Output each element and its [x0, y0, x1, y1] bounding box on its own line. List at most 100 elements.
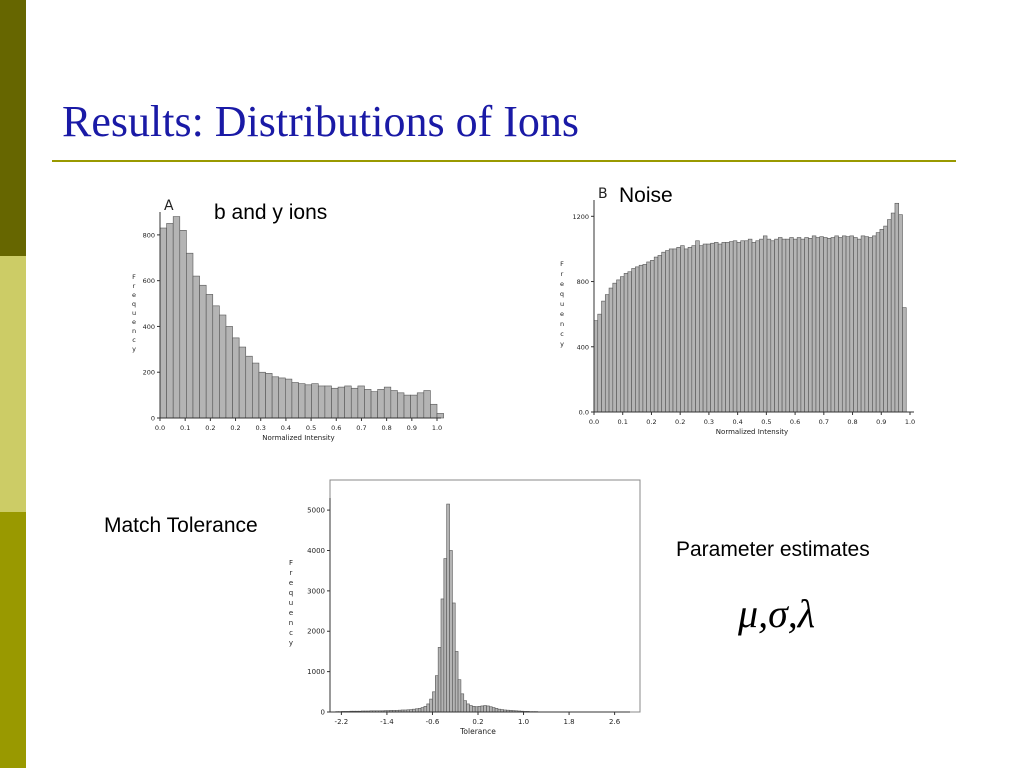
histogram-bar: [879, 229, 884, 413]
histogram-bar: [159, 227, 167, 419]
histogram-bar: [199, 284, 207, 419]
histogram-bar: [252, 362, 260, 419]
histogram-bar: [324, 385, 332, 419]
y-axis-label-letter: n: [132, 327, 136, 335]
histogram-bar: [416, 392, 425, 419]
y-axis-label-letter: e: [132, 291, 136, 299]
x-tick-label: 0.1: [618, 418, 628, 426]
histogram-bar: [838, 237, 843, 413]
x-tick-label: 0.6: [331, 424, 341, 432]
sidebar-stripe: [0, 0, 26, 768]
histogram-bar: [815, 237, 821, 413]
histogram-bar: [350, 387, 359, 419]
y-tick-label: 1000: [307, 668, 325, 676]
histogram-bar: [205, 294, 214, 419]
histogram-bar: [192, 275, 200, 419]
histogram-bar: [604, 294, 610, 413]
sidebar-block-light: [0, 256, 26, 512]
histogram-bar: [875, 232, 881, 413]
chart-match-tolerance: 0 1000 2000 3000 4000 5000 -2.2 -1.4 -0.6 0.2 1.0 1…: [289, 479, 641, 736]
y-tick-label: 3000: [307, 587, 325, 595]
histogram-bar: [436, 413, 444, 419]
histogram-bar: [278, 377, 286, 419]
histogram-bar: [853, 237, 858, 413]
y-tick-label: 0: [321, 709, 325, 717]
histogram-bar: [657, 255, 663, 413]
plot-frame: [329, 479, 641, 713]
histogram-bar: [665, 250, 670, 413]
x-tick-label: 0.6: [790, 418, 800, 426]
histogram-bar: [440, 598, 445, 713]
y-axis-label-letter: y: [132, 345, 136, 353]
histogram-bar: [774, 238, 779, 413]
histogram-bar: [238, 346, 247, 419]
y-axis-label-letter: q: [132, 300, 136, 308]
histogram-bar: [714, 242, 719, 413]
histogram-bar: [740, 240, 745, 413]
histogram-bar: [849, 235, 854, 413]
histogram-bar: [864, 236, 869, 413]
histogram-bar: [430, 403, 438, 419]
histogram-bar: [676, 246, 681, 413]
y-axis-label-letter: F: [560, 260, 564, 268]
histogram-bar: [793, 238, 798, 413]
x-tick-label: 0.0: [155, 424, 165, 432]
x-tick-label: 0.2: [675, 418, 685, 426]
histogram-bar: [751, 242, 757, 413]
histogram-bar: [410, 394, 418, 419]
histogram-bar: [452, 602, 456, 713]
x-axis-label: Tolerance: [459, 727, 496, 736]
panel-letter: A: [164, 198, 174, 214]
histogram-bar: [420, 707, 425, 713]
x-tick-label: -0.6: [426, 718, 440, 726]
histogram-bar: [469, 705, 473, 713]
y-axis-label-letter: c: [289, 629, 293, 637]
y-axis-label-letter: u: [560, 300, 564, 308]
histogram-bar: [747, 238, 753, 413]
histogram-bar: [691, 245, 696, 413]
sidebar-block-dark: [0, 0, 26, 256]
histogram-bar: [744, 240, 749, 413]
histogram-bar: [186, 252, 194, 419]
histogram-bar: [680, 245, 685, 413]
y-axis-label-letter: c: [560, 330, 564, 338]
histogram-bar: [417, 708, 422, 713]
histogram-bar: [725, 242, 730, 413]
y-axis-label-letter: q: [560, 290, 564, 298]
x-tick-label: 0.7: [819, 418, 829, 426]
histogram-bar: [646, 261, 651, 413]
x-tick-label: 0.4: [732, 418, 742, 426]
histogram-bar: [435, 675, 439, 713]
histogram-bar: [672, 248, 678, 413]
y-tick-label: 2000: [307, 628, 325, 636]
x-tick-label: 1.0: [518, 718, 529, 726]
histogram-bar: [437, 647, 442, 713]
histogram-bar: [423, 706, 428, 713]
histogram-bar: [357, 385, 365, 419]
x-tick-label: 0.5: [306, 424, 316, 432]
label-match-tolerance: Match Tolerance: [104, 514, 258, 537]
histogram-bar: [311, 383, 319, 419]
histogram-bar: [894, 202, 900, 413]
histogram-bar: [785, 238, 790, 413]
histogram-bar: [597, 313, 602, 413]
histogram-bar: [457, 679, 462, 713]
y-axis-label-letter: e: [560, 280, 564, 288]
x-tick-label: 0.9: [407, 424, 417, 432]
histogram-bar: [883, 225, 888, 413]
histogram-bar: [265, 373, 273, 419]
x-tick-label: 1.0: [432, 424, 442, 432]
histogram-bar: [710, 242, 715, 413]
histogram-bar: [423, 390, 431, 419]
x-tick-label: 0.2: [472, 718, 483, 726]
histogram-bar: [638, 264, 644, 413]
histogram-bar: [653, 256, 659, 413]
label-b-y-ions: b and y ions: [214, 201, 328, 224]
histogram-bar: [868, 237, 873, 413]
histogram-bar: [890, 212, 896, 413]
y-axis-label-letter: u: [289, 599, 293, 607]
histogram-bar: [245, 355, 253, 419]
x-tick-label: 0.0: [589, 418, 599, 426]
histogram-bar: [898, 214, 903, 413]
histogram-bar: [463, 700, 467, 713]
